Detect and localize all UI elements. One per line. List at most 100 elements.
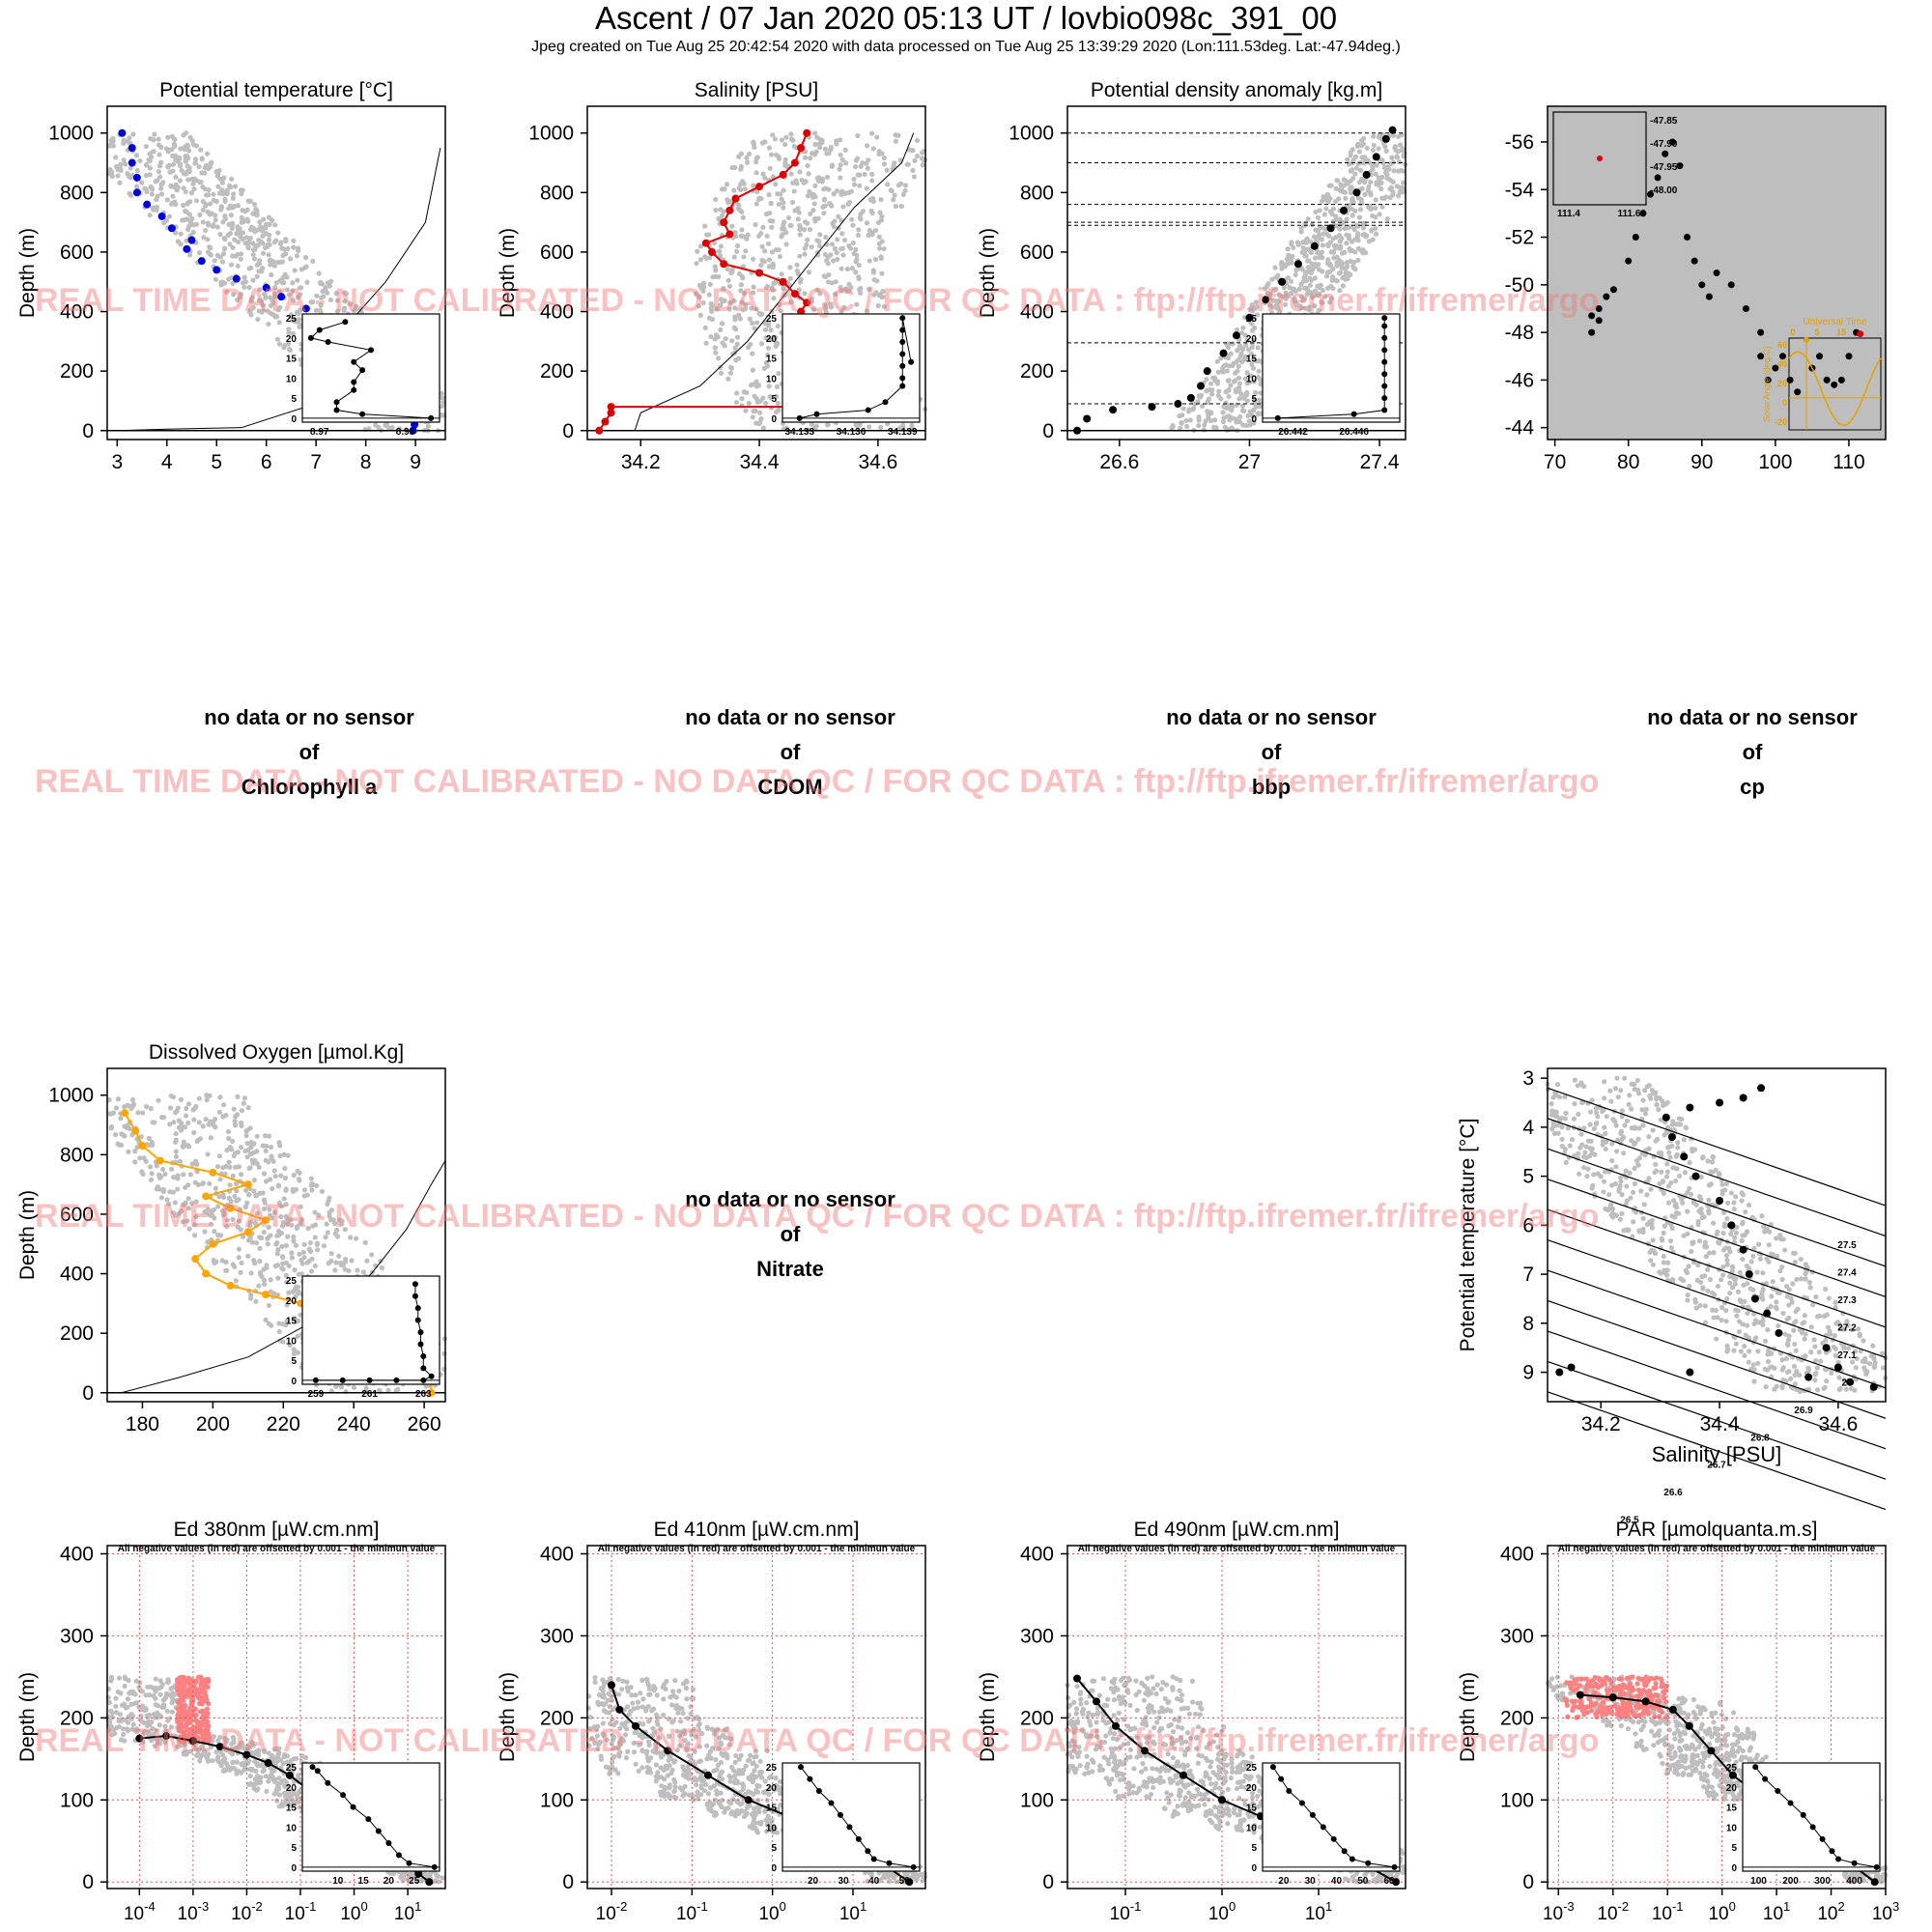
historic-point	[1711, 1220, 1717, 1226]
historic-point	[250, 252, 256, 258]
historic-point	[220, 219, 226, 225]
historic-point	[213, 213, 218, 218]
historic-point	[342, 298, 348, 304]
data-point	[1588, 328, 1596, 336]
historic-point	[806, 270, 811, 275]
historic-point	[1806, 1279, 1813, 1286]
historic-point	[244, 216, 250, 222]
historic-point	[1648, 1258, 1654, 1264]
historic-point	[1614, 1075, 1620, 1081]
historic-point	[741, 389, 747, 395]
isopycnal-label: 26.6	[1663, 1488, 1683, 1498]
data-point	[1739, 1094, 1747, 1102]
historic-point	[295, 277, 300, 283]
historic-point	[1766, 1242, 1772, 1248]
isopycnal-label: 27.4	[1837, 1268, 1857, 1279]
historic-point	[733, 233, 739, 240]
x-tick-label: 34.6	[858, 451, 897, 473]
historic-point	[162, 1171, 168, 1178]
data-point	[1716, 1196, 1724, 1205]
y-tick-label: 4	[1522, 1117, 1534, 1139]
historic-point	[1792, 1341, 1798, 1348]
historic-point	[1626, 1227, 1632, 1233]
historic-point	[1727, 1249, 1733, 1255]
historic-point	[842, 147, 848, 153]
historic-point	[1713, 1167, 1719, 1173]
historic-point	[107, 167, 113, 173]
historic-point	[878, 424, 884, 430]
historic-point	[840, 204, 846, 210]
historic-point	[235, 203, 242, 209]
historic-point	[271, 294, 277, 299]
historic-point	[1779, 1383, 1785, 1389]
no-data-param: bbp	[1251, 775, 1292, 799]
historic-point	[1721, 1223, 1727, 1230]
inset-y-tick-label: 0	[771, 414, 777, 425]
historic-point	[1786, 1315, 1792, 1321]
historic-point	[810, 208, 816, 213]
historic-point	[1341, 183, 1347, 188]
inset-y-tick-label: 25	[286, 1276, 298, 1287]
x-tick-label: 34.4	[740, 451, 780, 473]
y-tick-label: -56	[1505, 131, 1534, 154]
historic-point	[252, 1157, 258, 1164]
historic-point	[1327, 195, 1333, 202]
historic-point	[183, 158, 188, 164]
inset-y-tick-label: 20	[286, 334, 298, 345]
historic-point	[1757, 1256, 1763, 1262]
data-point	[1680, 1152, 1689, 1161]
historic-point	[177, 161, 184, 167]
historic-point	[766, 257, 773, 263]
historic-point	[1634, 1157, 1640, 1164]
historic-point	[1610, 1117, 1616, 1122]
historic-point	[1275, 272, 1281, 278]
historic-point	[260, 302, 266, 308]
y-tick-label: 400	[60, 1264, 94, 1286]
historic-point	[230, 1173, 236, 1179]
historic-point	[1631, 1189, 1636, 1195]
historic-point	[1209, 387, 1215, 393]
historic-point	[217, 176, 223, 182]
inset-y-tick-label: 15	[766, 355, 778, 365]
historic-point	[1323, 206, 1329, 212]
historic-point	[767, 217, 773, 224]
inset-x-tick-label: 26.442	[1278, 427, 1308, 438]
historic-point	[1348, 248, 1353, 254]
historic-point	[1719, 1188, 1725, 1194]
historic-point	[1752, 1318, 1758, 1323]
historic-point	[1720, 1247, 1727, 1253]
historic-point	[776, 201, 781, 208]
historic-point	[706, 232, 712, 238]
historic-point	[753, 159, 759, 165]
inset-y-tick-label: 10	[286, 374, 298, 384]
historic-point	[1362, 179, 1368, 185]
historic-point	[170, 1175, 177, 1180]
historic-point	[268, 302, 273, 309]
historic-point	[158, 159, 164, 165]
historic-point	[212, 1260, 217, 1266]
historic-point	[1386, 177, 1393, 183]
historic-point	[271, 240, 277, 245]
historic-point	[1734, 1313, 1740, 1319]
historic-point	[232, 1114, 239, 1120]
historic-point	[1608, 1098, 1614, 1104]
historic-point	[795, 216, 801, 222]
historic-point	[1325, 257, 1331, 263]
historic-point	[1745, 1281, 1750, 1287]
historic-point	[334, 298, 340, 303]
historic-point	[1664, 1169, 1670, 1175]
historic-point	[213, 1185, 218, 1191]
historic-point	[207, 1180, 213, 1186]
historic-point	[1329, 274, 1336, 280]
historic-point	[1631, 1219, 1636, 1225]
historic-point	[118, 1116, 124, 1122]
historic-point	[855, 232, 862, 239]
historic-point	[1806, 1367, 1812, 1374]
historic-point	[1807, 1285, 1813, 1291]
historic-point	[1661, 1230, 1666, 1236]
historic-point	[222, 237, 228, 242]
inset-point	[899, 351, 906, 357]
historic-point	[205, 237, 211, 242]
historic-point	[788, 131, 794, 137]
historic-point	[724, 197, 730, 203]
